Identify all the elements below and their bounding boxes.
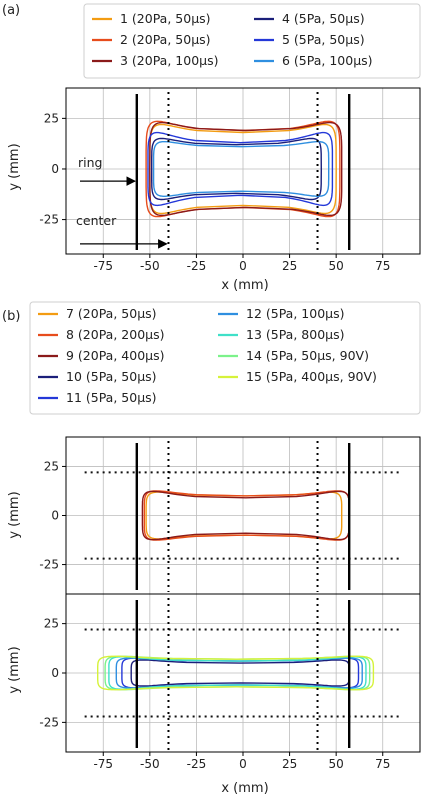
legend-b-entry: 12 (5Pa, 100μs) xyxy=(246,306,345,321)
panel-a-legend: 1 (20Pa, 50μs) 2 (20Pa, 50μs) 3 (20Pa, 1… xyxy=(83,3,421,79)
x-tick-label: 50 xyxy=(329,757,344,771)
x-tick-label: 75 xyxy=(375,259,390,273)
series-outline xyxy=(130,659,350,687)
panel-a-label: (a) xyxy=(2,3,20,18)
legend-b-entry: 14 (5Pa, 50μs, 90V) xyxy=(246,348,369,363)
x-tick-label: -75 xyxy=(93,757,113,771)
x-tick-label: 0 xyxy=(239,259,247,273)
plot-b-top-ylabel: y (mm) xyxy=(7,491,22,538)
annotation-ring: ring xyxy=(78,155,102,170)
y-tick-label: -25 xyxy=(39,715,59,729)
legend-b-entry: 10 (5Pa, 50μs) xyxy=(66,369,157,384)
series-outline xyxy=(151,137,323,201)
series-outline xyxy=(115,657,363,689)
legend-a-entry: 5 (5Pa, 50μs) xyxy=(282,32,365,47)
plot-b-bottom: -25 0 25 -75 -50 -25 0 25 50 75 xyxy=(39,593,421,771)
x-tick-label: -25 xyxy=(187,757,207,771)
x-tick-label: 25 xyxy=(282,259,297,273)
legend-b-entry: 13 (5Pa, 800μs) xyxy=(246,327,345,342)
y-tick-label: 0 xyxy=(51,162,59,176)
y-tick-label: 25 xyxy=(44,459,59,473)
series-outline xyxy=(145,120,341,218)
panel-b-label: (b) xyxy=(2,309,20,324)
x-tick-label: 25 xyxy=(282,757,297,771)
y-tick-label: -25 xyxy=(39,558,59,572)
plot-b-top: -25 0 25 xyxy=(39,436,421,595)
x-tick-label: -50 xyxy=(140,259,160,273)
plot-a-xlabel: x (mm) xyxy=(221,278,268,293)
y-tick-label: 25 xyxy=(44,111,59,125)
legend-b-entry: 11 (5Pa, 50μs) xyxy=(66,390,157,405)
plot-a: -25 0 25 -75 -50 -25 0 25 50 75 xyxy=(39,87,421,273)
legend-b-entry: 8 (20Pa, 200μs) xyxy=(66,327,165,342)
x-tick-label: 0 xyxy=(239,757,247,771)
legend-a-entry: 3 (20Pa, 100μs) xyxy=(120,53,219,68)
legend-a-entry: 1 (20Pa, 50μs) xyxy=(120,11,211,26)
panel-b-legend: 7 (20Pa, 50μs) 8 (20Pa, 200μs) 9 (20Pa, … xyxy=(29,301,421,415)
legend-b-entry: 9 (20Pa, 400μs) xyxy=(66,348,165,363)
series-outline xyxy=(147,131,334,207)
x-tick-label: -25 xyxy=(187,259,207,273)
y-tick-label: 0 xyxy=(51,509,59,523)
legend-a-entry: 4 (5Pa, 50μs) xyxy=(282,11,365,26)
legend-a-entry: 6 (5Pa, 100μs) xyxy=(282,53,373,68)
x-tick-label: -50 xyxy=(140,757,160,771)
x-tick-label: 50 xyxy=(329,259,344,273)
annotation-center: center xyxy=(76,213,117,228)
y-tick-label: -25 xyxy=(39,213,59,227)
legend-b-entry: 7 (20Pa, 50μs) xyxy=(66,306,157,321)
legend-b-entry: 15 (5Pa, 400μs, 90V) xyxy=(246,369,377,384)
plot-a-ylabel: y (mm) xyxy=(7,143,22,190)
series-outline xyxy=(149,121,343,216)
x-tick-label: -75 xyxy=(93,259,113,273)
y-tick-label: 0 xyxy=(51,666,59,680)
x-tick-label: 75 xyxy=(375,757,390,771)
legend-a-entry: 2 (20Pa, 50μs) xyxy=(120,32,211,47)
series-outline xyxy=(141,490,350,541)
y-tick-label: 25 xyxy=(44,617,59,631)
series-outline xyxy=(152,141,330,197)
plot-b-bottom-xlabel: x (mm) xyxy=(221,781,268,796)
series-outline xyxy=(97,655,375,691)
plot-b-bottom-ylabel: y (mm) xyxy=(7,646,22,693)
